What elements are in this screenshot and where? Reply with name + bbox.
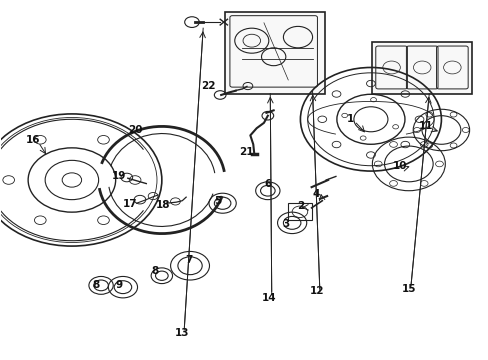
Text: 1: 1 — [346, 114, 353, 124]
Text: 8: 8 — [92, 280, 99, 290]
Text: 4: 4 — [312, 189, 320, 199]
Text: 19: 19 — [112, 171, 126, 181]
Text: 18: 18 — [155, 200, 170, 210]
Text: 6: 6 — [264, 179, 271, 189]
Text: 15: 15 — [401, 284, 415, 294]
Bar — [371, 42, 471, 94]
Text: 13: 13 — [175, 328, 189, 338]
Text: 5: 5 — [214, 196, 221, 206]
Text: 2: 2 — [296, 201, 304, 211]
Text: 22: 22 — [201, 81, 215, 91]
Text: 10: 10 — [392, 161, 407, 171]
Text: 11: 11 — [418, 121, 433, 131]
Text: 12: 12 — [309, 287, 324, 296]
Text: 9: 9 — [115, 280, 122, 291]
Text: 3: 3 — [282, 219, 289, 229]
Bar — [287, 203, 311, 220]
Text: 8: 8 — [151, 266, 158, 276]
Text: 14: 14 — [261, 293, 276, 303]
Text: 20: 20 — [127, 125, 142, 135]
Bar — [224, 12, 324, 94]
Text: 7: 7 — [184, 255, 192, 265]
Text: 16: 16 — [26, 135, 40, 145]
Text: 21: 21 — [239, 147, 253, 157]
Text: 17: 17 — [122, 199, 137, 208]
